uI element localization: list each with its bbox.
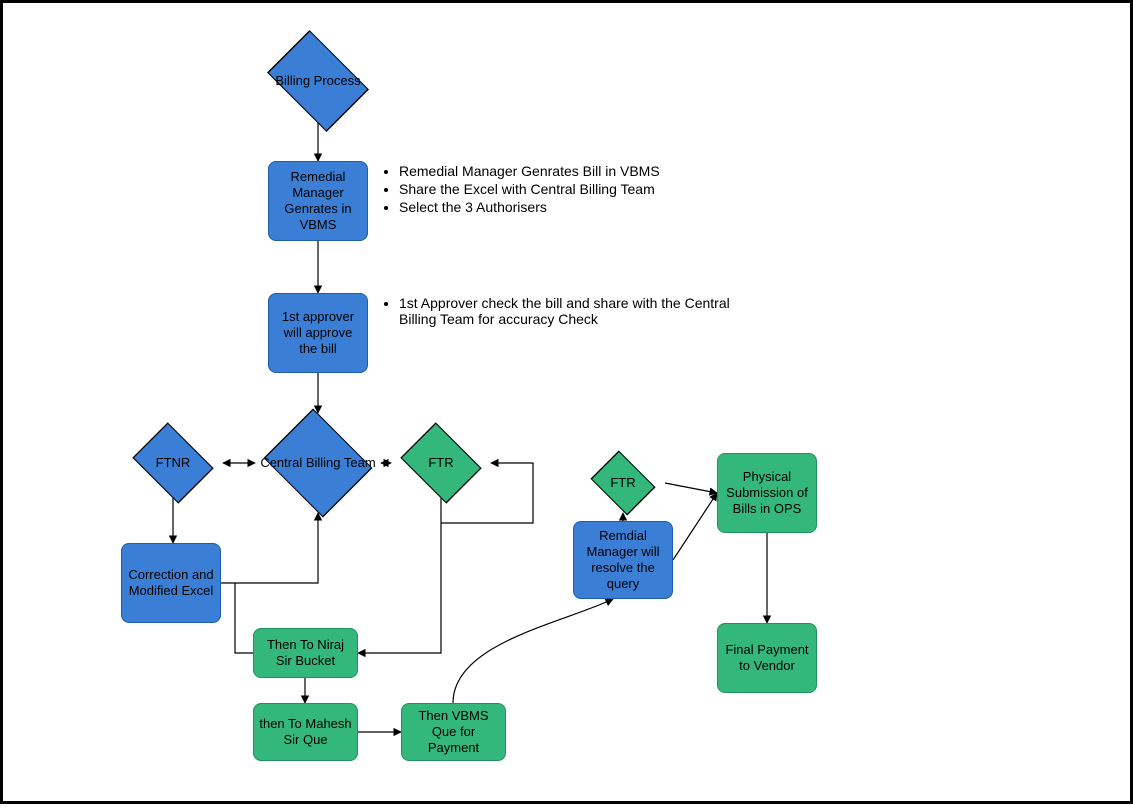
node-label: Then To Niraj Sir Bucket — [258, 637, 353, 670]
node-label: Central Billing Team — [255, 413, 381, 513]
flowchart-canvas: Billing Process Remedial Manager Genrate… — [0, 0, 1133, 804]
node-label: 1st approver will approve the bill — [273, 309, 363, 358]
bullet-item: 1st Approver check the bill and share wi… — [399, 295, 741, 327]
node-label: Correction and Modified Excel — [126, 567, 216, 600]
node-label: Billing Process — [258, 41, 378, 121]
node-ftr-1: FTR — [391, 428, 491, 498]
node-remedial-mgr-gen: Remedial Manager Genrates in VBMS — [268, 161, 368, 241]
bullet-item: Share the Excel with Central Billing Tea… — [399, 181, 660, 197]
node-label: FTR — [391, 428, 491, 498]
node-mahesh-que: then To Mahesh Sir Que — [253, 703, 358, 761]
node-final-payment: Final Payment to Vendor — [717, 623, 817, 693]
node-correction-excel: Correction and Modified Excel — [121, 543, 221, 623]
node-niraj-bucket: Then To Niraj Sir Bucket — [253, 628, 358, 678]
node-ftr-2: FTR — [581, 453, 665, 513]
node-label: FTNR — [123, 428, 223, 498]
node-label: then To Mahesh Sir Que — [258, 716, 353, 749]
node-label: Then VBMS Que for Payment — [406, 708, 501, 757]
bullet-item: Select the 3 Authorisers — [399, 199, 660, 215]
node-label: Remdial Manager will resolve the query — [578, 528, 668, 593]
node-physical-submission: Physical Submission of Bills in OPS — [717, 453, 817, 533]
node-remedial-resolve: Remdial Manager will resolve the query — [573, 521, 673, 599]
bullets-1: Remedial Manager Genrates Bill in VBMS S… — [381, 163, 660, 217]
node-label: Final Payment to Vendor — [722, 642, 812, 675]
node-central-billing: Central Billing Team — [255, 413, 381, 513]
node-vbms-que: Then VBMS Que for Payment — [401, 703, 506, 761]
node-label: Physical Submission of Bills in OPS — [722, 469, 812, 518]
node-ftnr: FTNR — [123, 428, 223, 498]
node-label: Remedial Manager Genrates in VBMS — [273, 169, 363, 234]
edges-layer — [3, 3, 1133, 807]
node-first-approver: 1st approver will approve the bill — [268, 293, 368, 373]
node-billing-process: Billing Process — [258, 41, 378, 121]
bullet-item: Remedial Manager Genrates Bill in VBMS — [399, 163, 660, 179]
bullets-2: 1st Approver check the bill and share wi… — [381, 295, 741, 329]
node-label: FTR — [581, 453, 665, 513]
